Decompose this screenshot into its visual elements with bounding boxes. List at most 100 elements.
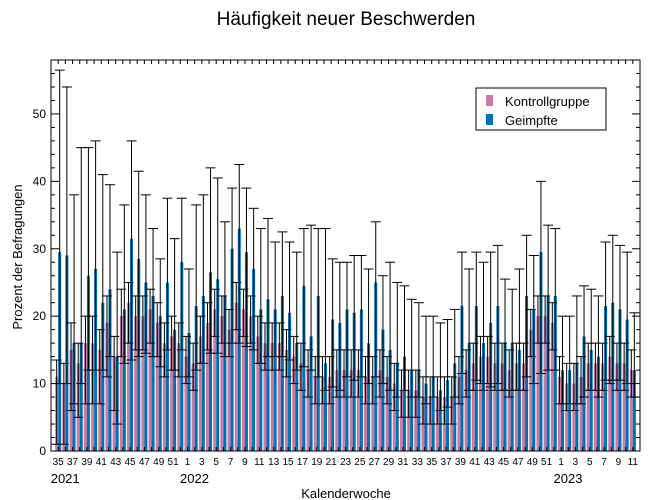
error-bar-geimpfte-69 <box>550 228 561 371</box>
x-tick-label-0: 35 <box>53 457 65 468</box>
x-tick-label-38: 7 <box>601 457 607 468</box>
error-bar-geimpfte-78 <box>614 244 625 381</box>
bar-kontrollgruppe-24 <box>227 329 231 451</box>
x-axis-label: Kalenderwoche <box>301 486 391 500</box>
error-bar-geimpfte-64 <box>514 268 525 391</box>
bar-geimpfte-42 <box>359 309 363 451</box>
error-bar-geimpfte-48 <box>399 285 410 391</box>
bar-kontrollgruppe-70 <box>557 376 561 451</box>
bar-kontrollgruppe-32 <box>285 349 289 451</box>
bar-kontrollgruppe-15 <box>162 343 166 451</box>
error-bar-geimpfte-2 <box>69 194 80 405</box>
x-tick-label-16: 15 <box>282 457 294 468</box>
error-bar-geimpfte-67 <box>535 180 546 374</box>
legend-swatch-kontrollgruppe <box>486 95 493 106</box>
bar-kontrollgruppe-46 <box>385 376 389 451</box>
y-tick-label-50: 50 <box>33 107 47 121</box>
bar-kontrollgruppe-66 <box>529 329 533 451</box>
bar-geimpfte-45 <box>381 329 385 451</box>
bar-geimpfte-75 <box>596 356 600 451</box>
error-bar-geimpfte-79 <box>622 251 633 385</box>
error-bar-geimpfte-75 <box>593 295 604 398</box>
error-bar-geimpfte-55 <box>449 308 460 398</box>
error-bar-geimpfte-14 <box>155 258 166 368</box>
bar-kontrollgruppe-18 <box>184 356 188 451</box>
error-bar-geimpfte-26 <box>241 187 252 348</box>
bar-geimpfte-21 <box>209 272 213 451</box>
x-tick-label-14: 11 <box>254 457 265 468</box>
x-tick-label-7: 49 <box>153 457 165 468</box>
x-tick-label-8: 51 <box>168 457 180 468</box>
bar-kontrollgruppe-27 <box>249 316 253 451</box>
bar-geimpfte-3 <box>79 343 83 451</box>
x-tick-label-40: 11 <box>628 457 639 468</box>
bar-kontrollgruppe-13 <box>148 309 152 451</box>
bar-geimpfte-51 <box>424 383 428 451</box>
bar-geimpfte-27 <box>252 268 256 451</box>
bar-kontrollgruppe-14 <box>155 322 159 451</box>
x-tick-label-33: 49 <box>527 457 539 468</box>
error-bar-geimpfte-34 <box>298 228 309 368</box>
error-bar-geimpfte-18 <box>183 268 194 378</box>
x-tick-label-4: 43 <box>110 457 122 468</box>
y-tick-label-10: 10 <box>33 377 47 391</box>
bar-geimpfte-35 <box>309 336 313 451</box>
bar-kontrollgruppe-28 <box>256 336 260 451</box>
y-tick-label-30: 30 <box>33 242 47 256</box>
bar-kontrollgruppe-42 <box>356 370 360 451</box>
x-tick-label-21: 25 <box>354 457 366 468</box>
bar-kontrollgruppe-11 <box>134 316 138 451</box>
error-bar-geimpfte-15 <box>162 197 173 351</box>
bar-kontrollgruppe-25 <box>234 302 238 451</box>
error-bar-geimpfte-45 <box>377 275 388 385</box>
error-bar-geimpfte-59 <box>478 261 489 391</box>
error-bar-geimpfte-12 <box>140 194 151 354</box>
y-tick-label-0: 0 <box>39 444 46 458</box>
error-bar-geimpfte-47 <box>392 281 403 398</box>
bar-geimpfte-9 <box>122 309 126 451</box>
bar-kontrollgruppe-36 <box>313 376 317 451</box>
x-tick-label-29: 41 <box>469 457 481 468</box>
error-bar-geimpfte-60 <box>485 251 496 388</box>
bar-geimpfte-30 <box>273 309 277 451</box>
error-bar-geimpfte-17 <box>176 197 187 351</box>
bar-geimpfte-80 <box>632 370 636 451</box>
bar-geimpfte-49 <box>410 370 414 451</box>
error-bar-geimpfte-40 <box>342 261 353 378</box>
error-bar-geimpfte-73 <box>579 285 590 398</box>
error-bar-geimpfte-50 <box>413 302 424 398</box>
plot-area <box>51 69 640 451</box>
error-bar-geimpfte-0 <box>54 69 65 385</box>
bar-kontrollgruppe-72 <box>572 383 576 451</box>
bar-kontrollgruppe-45 <box>378 370 382 451</box>
bar-kontrollgruppe-40 <box>342 370 346 451</box>
bar-geimpfte-19 <box>194 306 198 451</box>
error-bar-geimpfte-28 <box>255 228 266 364</box>
bar-geimpfte-40 <box>345 309 349 451</box>
bar-geimpfte-18 <box>187 333 191 451</box>
bar-geimpfte-50 <box>417 370 421 451</box>
x-tick-label-1: 37 <box>67 457 79 468</box>
bar-geimpfte-14 <box>158 316 162 451</box>
bar-kontrollgruppe-71 <box>565 383 569 451</box>
bar-kontrollgruppe-35 <box>306 370 310 451</box>
bar-geimpfte-31 <box>280 295 284 451</box>
error-bar-geimpfte-56 <box>456 251 467 374</box>
bar-kontrollgruppe-80 <box>629 370 633 451</box>
x-tick-label-17: 17 <box>297 457 309 468</box>
error-bar-geimpfte-38 <box>327 258 338 388</box>
error-bar-geimpfte-16 <box>169 238 180 371</box>
error-bar-geimpfte-35 <box>306 224 317 371</box>
legend-label-geimpfte: Geimpfte <box>505 113 558 128</box>
bar-geimpfte-33 <box>295 343 299 451</box>
bar-kontrollgruppe-43 <box>364 376 368 451</box>
bar-kontrollgruppe-50 <box>414 390 418 451</box>
x-tick-label-2: 39 <box>81 457 93 468</box>
bar-geimpfte-72 <box>575 363 579 451</box>
x-tick-label-37: 5 <box>587 457 593 468</box>
bar-kontrollgruppe-12 <box>141 316 145 451</box>
x-tick-label-11: 5 <box>213 457 219 468</box>
error-bar-geimpfte-46 <box>385 261 396 391</box>
error-bar-geimpfte-37 <box>320 228 331 391</box>
